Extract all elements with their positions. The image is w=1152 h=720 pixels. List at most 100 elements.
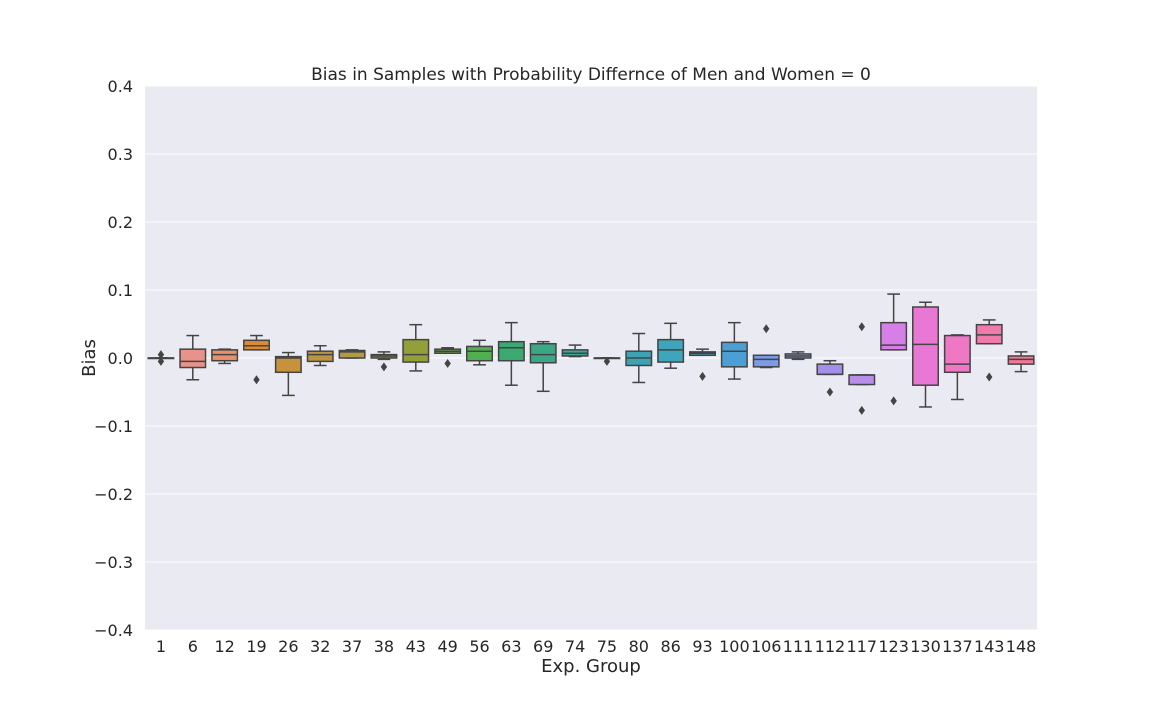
x-tick-label: 137	[942, 637, 973, 656]
box-143	[975, 319, 1003, 382]
y-axis-ticks: 0.4 0.3 0.2 0.1 0.0 −0.1 −0.2 −0.3 −0.4	[94, 77, 133, 640]
x-tick-label: 148	[1006, 637, 1037, 656]
box-80	[625, 332, 653, 384]
outlier-point	[603, 356, 611, 366]
box-123	[880, 293, 908, 406]
box-130	[912, 301, 939, 408]
box-56	[466, 339, 493, 366]
y-tick-label: −0.3	[94, 553, 133, 572]
box-body	[306, 350, 334, 363]
outlier-point	[826, 387, 834, 397]
x-axis-title: Exp. Group	[541, 656, 641, 677]
box-49	[434, 347, 462, 368]
x-tick-label: 75	[597, 637, 617, 656]
outlier-point	[763, 324, 770, 334]
outlier-point	[858, 405, 865, 415]
box-series	[147, 293, 1035, 415]
box-32	[306, 345, 334, 367]
box-12	[211, 348, 239, 365]
x-tick-label: 69	[533, 637, 553, 656]
x-tick-label: 143	[974, 637, 1005, 656]
box-body	[274, 355, 302, 374]
box-body	[657, 338, 685, 363]
y-tick-label: 0.1	[108, 281, 133, 300]
x-tick-label: 130	[910, 637, 941, 656]
box-6	[179, 334, 207, 381]
box-93	[689, 348, 716, 381]
box-100	[720, 321, 748, 380]
box-117	[848, 322, 876, 415]
outlier-point	[890, 396, 897, 406]
x-tick-label: 74	[565, 637, 585, 656]
box-26	[274, 351, 302, 397]
y-tick-label: 0.0	[108, 349, 133, 368]
y-tick-label: 0.2	[108, 213, 133, 232]
y-tick-label: −0.2	[94, 485, 133, 504]
x-tick-label: 43	[406, 637, 426, 656]
box-body	[497, 340, 525, 362]
box-body	[402, 338, 430, 363]
chart-title: Bias in Samples with Probability Differn…	[311, 65, 871, 85]
x-tick-label: 49	[437, 637, 457, 656]
outlier-point	[253, 375, 260, 385]
x-tick-label: 56	[469, 637, 489, 656]
x-tick-label: 106	[751, 637, 782, 656]
box-body	[752, 354, 780, 368]
x-axis-ticks: 1 6 12 19 26 32 37 38 43 49 56 63 69 74 75 80 86 93 100 106…	[156, 637, 1037, 656]
box-19	[243, 334, 270, 385]
box-body	[943, 334, 971, 374]
x-tick-label: 86	[660, 637, 680, 656]
box-body	[338, 349, 366, 359]
box-112	[816, 359, 844, 397]
y-tick-label: −0.1	[94, 417, 133, 436]
x-tick-label: 93	[692, 637, 712, 656]
x-tick-label: 38	[374, 637, 394, 656]
x-tick-label: 80	[629, 637, 649, 656]
box-111	[784, 351, 812, 361]
x-tick-label: 63	[501, 637, 521, 656]
y-tick-label: 0.4	[108, 77, 133, 96]
box-43	[402, 323, 430, 372]
y-axis-title: Bias	[79, 339, 100, 377]
outlier-point	[858, 322, 865, 332]
outlier-point	[157, 350, 165, 360]
outlier-point	[157, 356, 165, 366]
box-106	[752, 324, 780, 369]
box-body	[720, 341, 748, 368]
y-tick-label: −0.4	[94, 621, 133, 640]
box-74	[561, 344, 589, 358]
outlier-point	[699, 371, 706, 381]
outlier-point	[380, 362, 388, 372]
x-tick-label: 26	[278, 637, 298, 656]
x-tick-label: 112	[815, 637, 846, 656]
x-tick-label: 100	[719, 637, 750, 656]
box-38	[370, 351, 398, 372]
box-body	[529, 342, 557, 364]
box-148	[1007, 351, 1035, 373]
x-tick-label: 37	[342, 637, 362, 656]
x-tick-label: 32	[310, 637, 330, 656]
x-tick-label: 19	[246, 637, 266, 656]
x-tick-label: 111	[783, 637, 814, 656]
box-63	[497, 321, 525, 386]
x-tick-label: 6	[188, 637, 198, 656]
box-37	[338, 349, 366, 359]
x-tick-label: 117	[847, 637, 878, 656]
box-1	[147, 350, 175, 366]
box-69	[529, 340, 557, 393]
x-tick-label: 123	[878, 637, 909, 656]
x-tick-label: 1	[156, 637, 166, 656]
outlier-point	[986, 372, 993, 382]
box-body	[848, 374, 876, 386]
box-86	[657, 322, 685, 369]
y-tick-label: 0.3	[108, 145, 133, 164]
box-75	[593, 356, 621, 366]
box-137	[943, 334, 971, 401]
outlier-point	[444, 358, 451, 368]
box-body	[466, 345, 493, 362]
box-body	[179, 348, 207, 369]
box-body	[912, 306, 939, 386]
box-body	[816, 363, 844, 376]
grid-lines	[145, 85, 1037, 631]
